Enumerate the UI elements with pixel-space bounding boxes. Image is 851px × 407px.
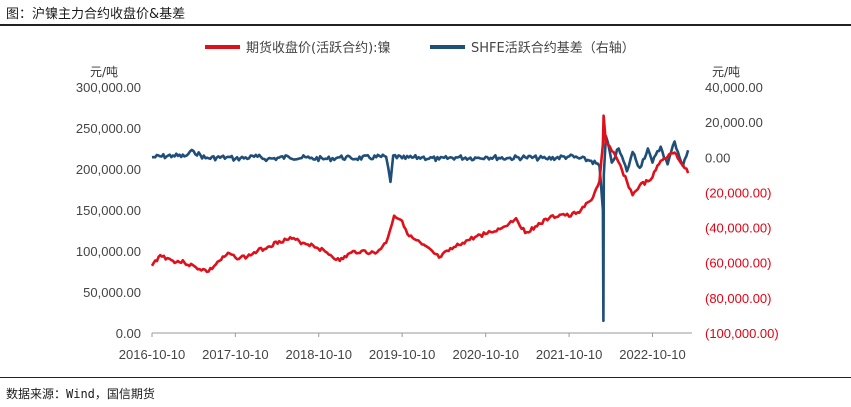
right-axis-unit: 元/吨 <box>712 65 740 79</box>
x-tick-label: 2018-10-10 <box>286 347 353 362</box>
x-tick-label: 2017-10-10 <box>202 347 269 362</box>
x-tick-label: 2021-10-10 <box>536 347 603 362</box>
right-tick-label: (40,000.00) <box>705 221 772 236</box>
right-tick-label: (20,000.00) <box>705 185 772 200</box>
right-tick-label: 0.00 <box>705 150 730 165</box>
left-tick-label: 200,000.00 <box>76 162 141 177</box>
right-tick-label: (100,000.00) <box>705 326 779 341</box>
right-tick-label: 40,000.00 <box>705 80 763 95</box>
bottom-rule <box>0 377 851 378</box>
top-rule <box>0 24 851 26</box>
left-tick-label: 50,000.00 <box>83 285 141 300</box>
right-axis-ticks: (100,000.00) (80,000.00) (60,000.00) (40,00… <box>705 80 779 341</box>
left-axis-unit: 元/吨 <box>90 65 118 79</box>
left-tick-label: 150,000.00 <box>76 203 141 218</box>
right-tick-label: (60,000.00) <box>705 256 772 271</box>
x-tick-label: 2016-10-10 <box>119 347 186 362</box>
legend-label-basis: SHFE活跃合约基差（右轴） <box>471 41 635 56</box>
series-line-price <box>150 114 690 274</box>
series-line-basis <box>151 134 690 322</box>
left-tick-label: 250,000.00 <box>76 121 141 136</box>
left-tick-label: 0.00 <box>116 326 141 341</box>
left-axis-ticks: 0.00 50,000.00 100,000.00 150,000.00 200,000… <box>76 80 141 341</box>
x-axis-ticks: 2016-10-10 2017-10-10 2018-10-10 2019-10-10… <box>119 333 686 362</box>
right-tick-label: (80,000.00) <box>705 291 772 306</box>
x-tick-label: 2019-10-10 <box>369 347 436 362</box>
left-tick-label: 100,000.00 <box>76 244 141 259</box>
series-layer <box>150 114 690 322</box>
legend-label-price: 期货收盘价(活跃合约):镍 <box>246 40 391 56</box>
legend: 期货收盘价(活跃合约):镍 SHFE活跃合约基差（右轴） <box>205 40 635 56</box>
figure-caption: 图：沪镍主力合约收盘价&基差 <box>6 7 186 22</box>
x-tick-label: 2020-10-10 <box>452 347 519 362</box>
x-tick-label: 2022-10-10 <box>619 347 686 362</box>
source-note: 数据来源：Wind，国信期货 <box>6 387 155 401</box>
right-tick-label: 20,000.00 <box>705 115 763 130</box>
left-tick-label: 300,000.00 <box>76 80 141 95</box>
